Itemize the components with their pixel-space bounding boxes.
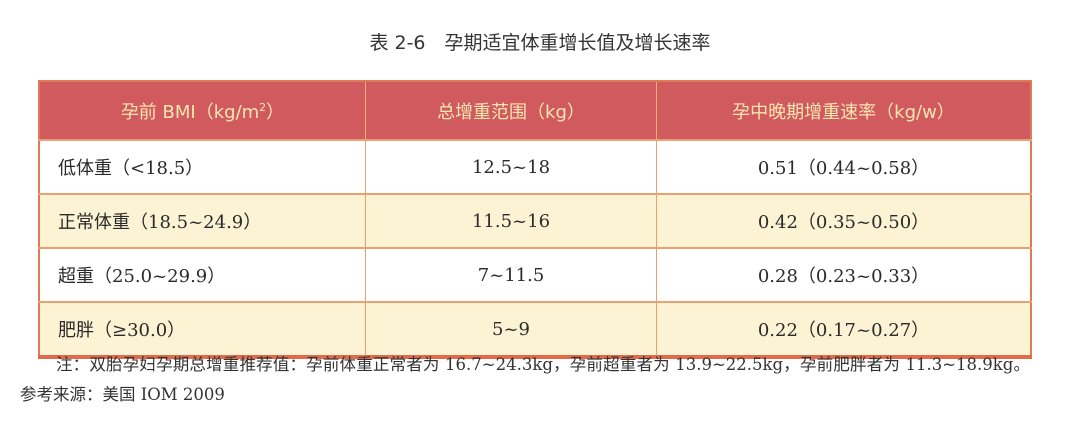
table-title: 表 2-6 孕期适宜体重增长值及增长速率 bbox=[369, 32, 711, 54]
weight-gain-table: 孕前 BMI（kg/m2） 总增重范围（kg） 孕中晚期增重速率（kg/w） 低… bbox=[38, 80, 1032, 359]
cell-total-gain: 12.5~18 bbox=[365, 139, 657, 194]
column-header-bmi: 孕前 BMI（kg/m2） bbox=[39, 81, 366, 140]
column-header-total-gain: 总增重范围（kg） bbox=[365, 81, 657, 140]
cell-gain-rate: 0.42（0.35~0.50） bbox=[656, 193, 1031, 248]
table-row: 正常体重（18.5~24.9） 11.5~16 0.42（0.35~0.50） bbox=[39, 193, 1031, 248]
table-row: 低体重（<18.5） 12.5~18 0.51（0.44~0.58） bbox=[39, 139, 1031, 194]
cell-gain-rate: 0.51（0.44~0.58） bbox=[656, 139, 1031, 194]
table-row: 超重（25.0~29.9） 7~11.5 0.28（0.23~0.33） bbox=[39, 247, 1031, 302]
cell-total-gain: 5~9 bbox=[365, 301, 657, 357]
cell-bmi: 超重（25.0~29.9） bbox=[39, 247, 366, 302]
cell-gain-rate: 0.28（0.23~0.33） bbox=[656, 247, 1031, 302]
cell-total-gain: 7~11.5 bbox=[365, 247, 657, 302]
table-header-row: 孕前 BMI（kg/m2） 总增重范围（kg） 孕中晚期增重速率（kg/w） bbox=[39, 81, 1031, 140]
cell-total-gain: 11.5~16 bbox=[365, 193, 657, 248]
table-row: 肥胖（≥30.0） 5~9 0.22（0.17~0.27） bbox=[39, 301, 1031, 357]
table-note: 注：双胎孕妇孕期总增重推荐值：孕前体重正常者为 16.7~24.3kg，孕前超重… bbox=[20, 355, 1030, 404]
cell-gain-rate: 0.22（0.17~0.27） bbox=[656, 301, 1031, 357]
cell-bmi: 肥胖（≥30.0） bbox=[39, 301, 366, 357]
cell-bmi: 正常体重（18.5~24.9） bbox=[39, 193, 366, 248]
cell-bmi: 低体重（<18.5） bbox=[39, 139, 366, 194]
column-header-gain-rate: 孕中晚期增重速率（kg/w） bbox=[656, 81, 1031, 140]
